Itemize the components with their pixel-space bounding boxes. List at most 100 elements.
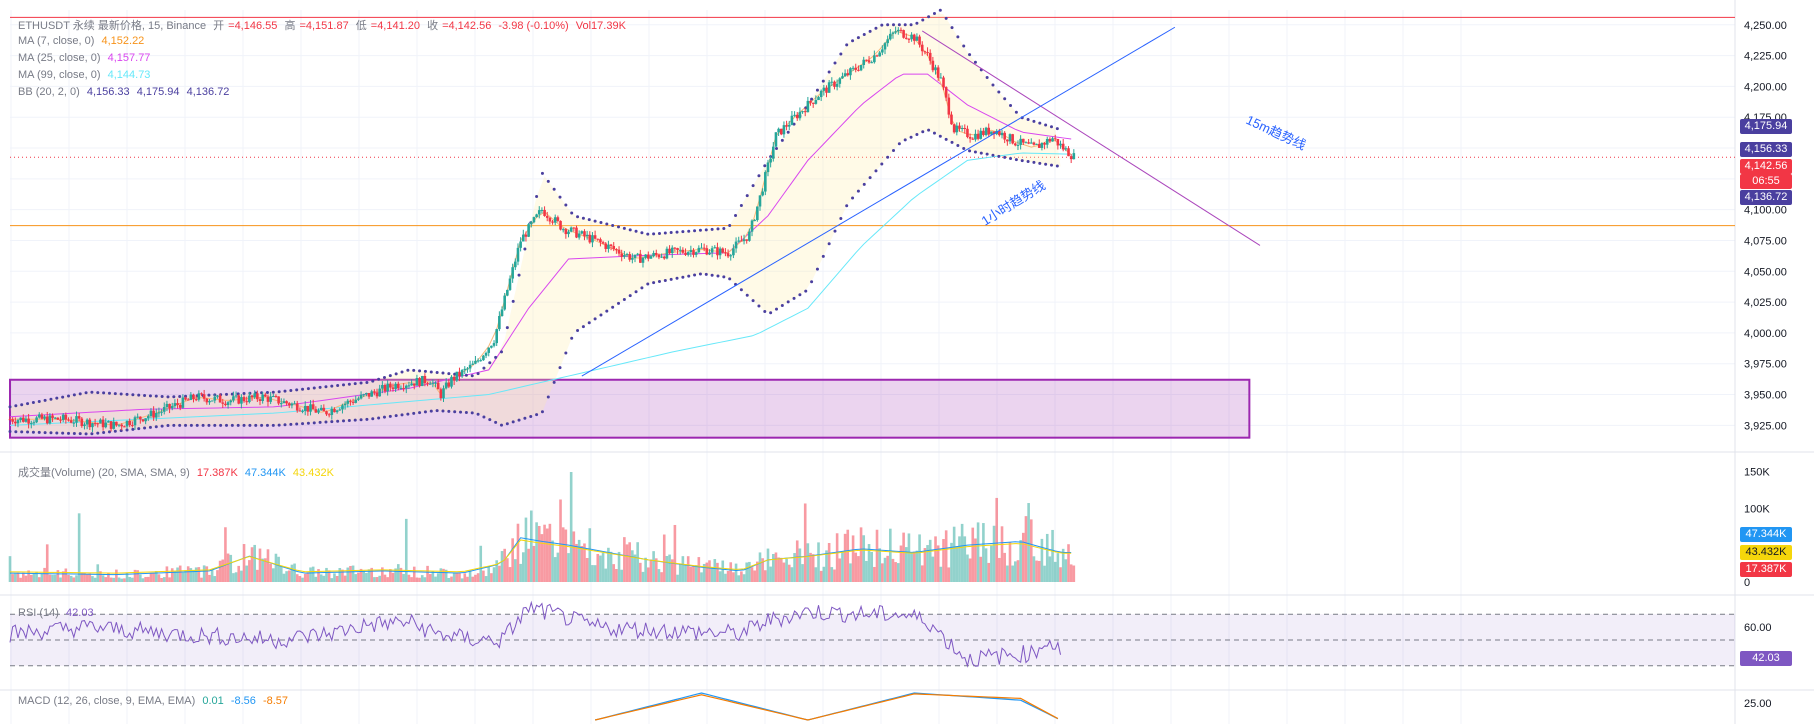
candle-body <box>809 100 812 103</box>
bb-lower-dot <box>827 242 831 246</box>
candle-body <box>939 77 943 79</box>
candle-body <box>639 253 642 263</box>
candle-body <box>990 131 993 135</box>
bb-lower-dot <box>78 432 82 436</box>
bb-upper-dot <box>968 53 972 57</box>
candle-body <box>351 401 355 403</box>
candle-body <box>402 387 405 389</box>
candle-body <box>825 87 828 93</box>
bb-lower-dot <box>494 420 498 424</box>
bb-upper-dot <box>915 21 919 25</box>
volume-bar <box>920 565 924 582</box>
volume-bar <box>934 536 937 582</box>
volume-bar <box>593 565 597 582</box>
volume-bar <box>210 569 214 582</box>
volume-bar <box>833 569 836 582</box>
candle-body <box>676 248 679 251</box>
candle-body <box>529 222 533 225</box>
candle-body <box>1048 138 1052 142</box>
volume-legend: 成交量(Volume) (20, SMA, SMA, 9) 17.387K 47… <box>18 467 334 479</box>
volume-bar <box>503 548 506 582</box>
candle-body <box>271 396 275 398</box>
candle-body <box>1016 144 1020 146</box>
volume-bar <box>583 543 586 582</box>
candle-body <box>604 243 608 249</box>
bb-lower-dot <box>61 431 65 435</box>
volume-bar <box>301 577 304 582</box>
candle-body <box>920 44 924 52</box>
candle-body <box>343 403 347 406</box>
candle-body <box>553 217 557 223</box>
candle-body <box>208 401 211 403</box>
bb-upper-dot <box>909 23 913 27</box>
candle-body <box>524 234 528 237</box>
bb-lower-dot <box>84 432 88 436</box>
bb-upper-dot <box>78 392 82 396</box>
candle-body <box>580 231 584 234</box>
volume-bar <box>136 570 139 582</box>
bb-upper-dot <box>236 392 240 396</box>
volume-bar <box>53 574 57 582</box>
volume-bar <box>311 566 315 582</box>
price-tick-label: 4,000.00 <box>1744 328 1787 340</box>
volume-bar <box>758 552 762 582</box>
volume-bar <box>700 572 703 582</box>
volume-bar <box>24 575 28 582</box>
volume-bar <box>705 562 709 582</box>
volume-bar <box>753 570 756 582</box>
volume-bar <box>16 572 20 582</box>
bb-lower-dot <box>453 410 457 414</box>
candle-body <box>761 191 764 196</box>
candle-body <box>245 401 249 403</box>
bb-upper-dot <box>107 391 111 395</box>
volume-bar <box>1061 548 1065 582</box>
volume-bar <box>322 575 326 582</box>
bb-upper-dot <box>154 394 158 398</box>
bb-upper-dot <box>757 174 761 178</box>
bb-lower-dot <box>406 412 410 416</box>
bb-lower-dot <box>973 150 977 154</box>
bb-lower-dot <box>815 267 819 271</box>
bb-lower-dot <box>429 409 433 413</box>
candle-body <box>976 133 980 139</box>
candle-body <box>500 309 504 317</box>
volume-bar <box>894 562 897 582</box>
volume-bar <box>798 548 802 582</box>
candle-body <box>891 32 895 34</box>
bb-upper-dot <box>856 36 860 40</box>
candle-body <box>615 249 618 251</box>
candle-body <box>287 403 291 406</box>
bb-lower-dot <box>745 293 749 297</box>
volume-bar <box>966 554 969 582</box>
candle-body <box>319 407 323 411</box>
candle-body <box>200 393 203 395</box>
bb-upper-dot <box>90 390 94 394</box>
candle-body <box>559 220 562 230</box>
bb-upper-dot <box>991 83 995 87</box>
candle-body <box>838 78 842 84</box>
candle-body <box>463 368 467 371</box>
volume-bar <box>556 552 560 582</box>
bb-upper-dot <box>845 43 849 47</box>
candle-body <box>982 130 985 136</box>
candle-body <box>396 383 400 389</box>
bb-upper-dot <box>523 247 527 251</box>
candle-body <box>793 114 796 116</box>
candle-body <box>51 415 54 419</box>
volume-bar <box>854 552 858 582</box>
volume-bar <box>101 575 105 582</box>
candle-body <box>120 424 124 427</box>
volume-bar <box>109 577 113 582</box>
volume-bar <box>141 578 145 582</box>
bb-upper-dot <box>336 384 340 388</box>
bb-lower-dot <box>418 411 422 415</box>
bb-upper-dot <box>1049 125 1053 129</box>
volume-bar <box>221 559 225 582</box>
bb-upper-dot <box>681 230 685 234</box>
bb-lower-dot <box>347 418 351 422</box>
candle-body <box>631 258 634 260</box>
volume-bar <box>51 574 54 582</box>
candle-body <box>662 256 666 259</box>
candle-body <box>785 125 788 127</box>
